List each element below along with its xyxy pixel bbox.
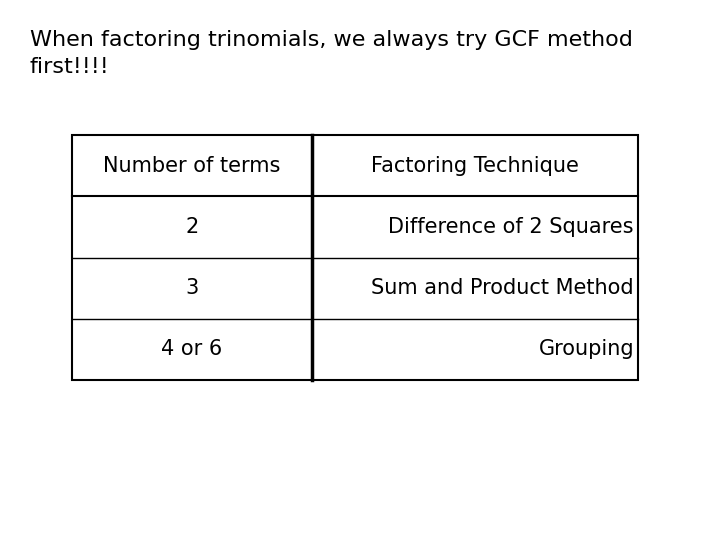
Text: Difference of 2 Squares: Difference of 2 Squares xyxy=(389,217,634,237)
Text: Factoring Technique: Factoring Technique xyxy=(371,156,579,176)
Text: 3: 3 xyxy=(185,278,199,298)
Text: 2: 2 xyxy=(185,217,199,237)
Bar xyxy=(72,135,638,380)
Text: Number of terms: Number of terms xyxy=(103,156,281,176)
Text: Sum and Product Method: Sum and Product Method xyxy=(372,278,634,298)
Text: Grouping: Grouping xyxy=(539,339,634,360)
Text: 4 or 6: 4 or 6 xyxy=(161,339,222,360)
Text: When factoring trinomials, we always try GCF method: When factoring trinomials, we always try… xyxy=(30,30,633,50)
Text: first!!!!: first!!!! xyxy=(30,57,109,77)
